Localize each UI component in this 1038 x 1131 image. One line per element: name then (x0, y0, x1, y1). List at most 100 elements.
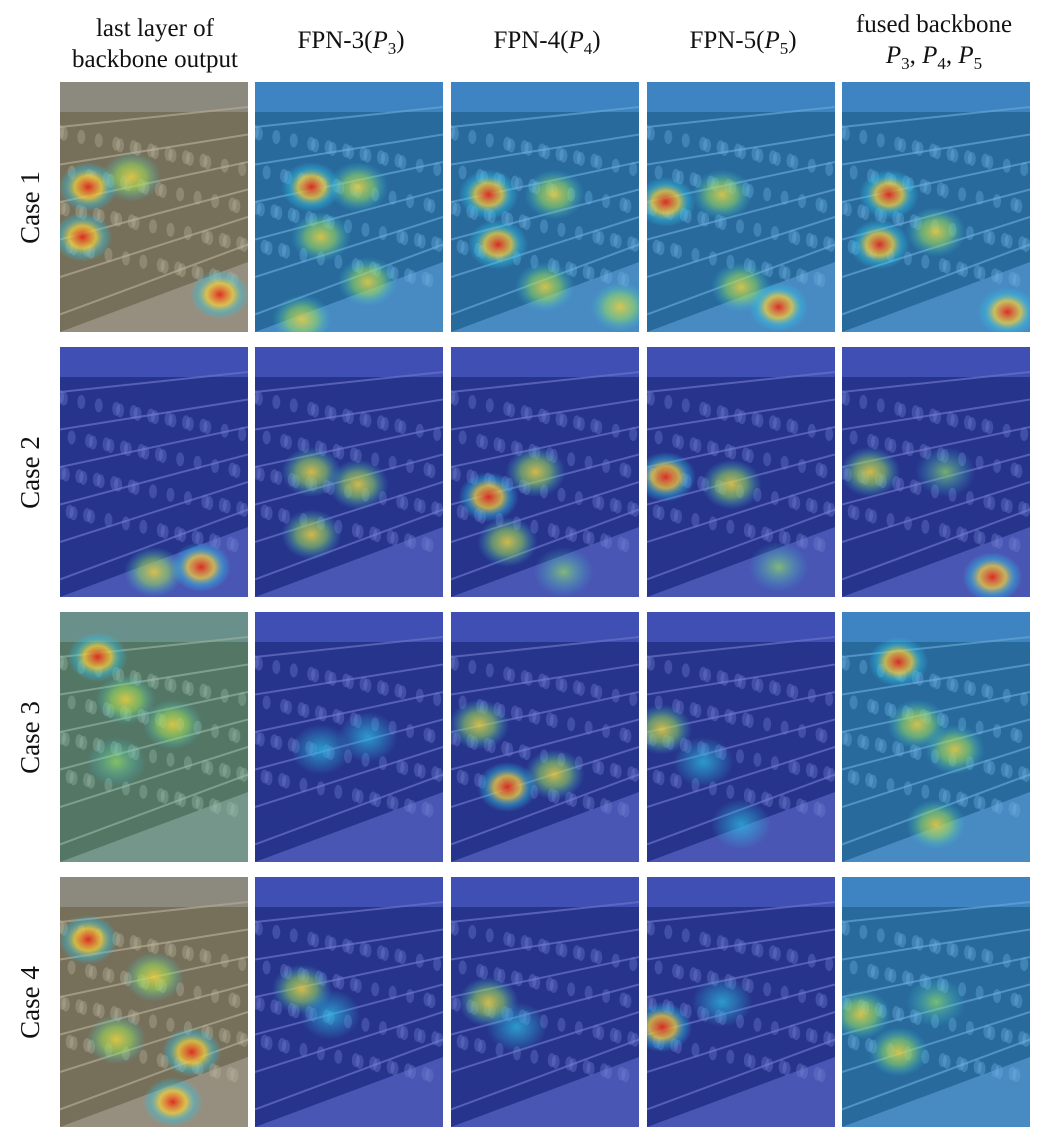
heatmap-svg (451, 877, 639, 1127)
heatmap-panel (60, 612, 248, 862)
fpn5-close: ) (788, 27, 796, 54)
fused-sub-c: 5 (974, 54, 983, 73)
heat-spot (711, 262, 771, 312)
fpn3-var: P (372, 27, 387, 54)
col-header-backbone-line2: backbone output (72, 44, 238, 75)
fused-var-a: P (886, 42, 901, 69)
heat-spot (451, 700, 509, 750)
fused-var-c: P (958, 42, 973, 69)
fpn3-prefix: FPN-3( (297, 27, 372, 54)
heat-spot (477, 517, 537, 567)
fpn3-close: ) (396, 27, 404, 54)
heat-spot (692, 170, 752, 220)
col-header-fpn3: FPN-3(P3) (253, 6, 449, 82)
col-header-fpn5-text: FPN-5(P5) (689, 25, 796, 64)
col-header-fpn5: FPN-5(P5) (645, 6, 841, 82)
heat-spot (60, 915, 118, 965)
heatmap-panel (647, 612, 835, 862)
fpn5-sub: 5 (780, 39, 789, 58)
heatmap-svg (842, 612, 1030, 862)
heatmap-panel (647, 347, 835, 597)
heat-spot (124, 952, 184, 1002)
heat-spot (506, 447, 566, 497)
heat-spot (524, 750, 584, 800)
heat-spot (291, 212, 351, 262)
col-header-fpn3-text: FPN-3(P3) (297, 25, 404, 64)
heat-spot (143, 1077, 203, 1127)
fused-sub-b: 4 (937, 54, 946, 73)
heatmap-panel (255, 612, 443, 862)
heatmap-panel (60, 347, 248, 597)
fused-sub-a: 3 (901, 54, 910, 73)
col-header-fpn4: FPN-4(P4) (449, 6, 645, 82)
col-header-fused: fused backbone P3, P4, P5 (830, 6, 1038, 82)
row-label-case2: Case 2 (4, 347, 56, 597)
heat-spot (711, 800, 771, 850)
heat-spot (859, 170, 919, 220)
heatmap-svg (842, 82, 1030, 332)
heat-spot (101, 152, 161, 202)
heat-spot (906, 977, 966, 1027)
heat-spot (915, 447, 975, 497)
heatmap-panel (60, 82, 248, 332)
col-header-fpn4-text: FPN-4(P4) (493, 25, 600, 64)
fused-var-b: P (922, 42, 937, 69)
heat-spot (190, 270, 248, 320)
heat-spot (338, 257, 398, 307)
fpn5-var: P (764, 27, 779, 54)
row-label-case1: Case 1 (4, 82, 56, 332)
col-header-fused-line2: P3, P4, P5 (886, 40, 982, 79)
heat-spot (300, 990, 360, 1040)
heat-spot (328, 162, 388, 212)
heatmap-svg (255, 612, 443, 862)
heat-spot (868, 1027, 928, 1077)
heatmap-panel (647, 877, 835, 1127)
heatmap-panel (647, 82, 835, 332)
heatmap-panel (451, 347, 639, 597)
fpn4-var: P (568, 27, 583, 54)
heatmap-svg (60, 612, 248, 862)
row-label-case4-text: Case 4 (15, 966, 46, 1039)
heatmap-svg (451, 612, 639, 862)
heat-spot (673, 737, 733, 787)
heatmap-svg (255, 82, 443, 332)
heatmap-panel (451, 877, 639, 1127)
row-label-case2-text: Case 2 (15, 436, 46, 509)
heat-spot (86, 1015, 146, 1065)
heat-spot (702, 460, 762, 510)
heat-spot (925, 725, 985, 775)
col-header-fused-line1: fused backbone (856, 9, 1012, 40)
heat-spot (487, 1002, 547, 1052)
heat-spot (124, 547, 184, 597)
heat-spot (68, 632, 128, 682)
heatmap-svg (60, 82, 248, 332)
fpn3-sub: 3 (388, 39, 397, 58)
heat-spot (906, 800, 966, 850)
heatmap-svg (255, 877, 443, 1127)
heat-spot (338, 712, 398, 762)
heat-spot (842, 447, 900, 497)
heat-spot (328, 460, 388, 510)
heat-spot (515, 262, 575, 312)
heat-spot (534, 547, 594, 597)
heatmap-panel (842, 877, 1030, 1127)
row-label-case3: Case 3 (4, 612, 56, 862)
heatmap-panel (842, 612, 1030, 862)
heatmap-svg (451, 82, 639, 332)
heat-spot (868, 637, 928, 687)
heatmap-panel (60, 877, 248, 1127)
heat-spot (692, 977, 752, 1027)
heat-spot (281, 510, 341, 560)
row-label-case4: Case 4 (4, 877, 56, 1127)
heatmap-svg (60, 347, 248, 597)
row-label-case3-text: Case 3 (15, 701, 46, 774)
col-header-backbone-line1: last layer of (96, 13, 214, 44)
heatmap-panel (255, 877, 443, 1127)
heatmap-svg (647, 877, 835, 1127)
heatmap-panel (842, 82, 1030, 332)
heatmap-panel (255, 347, 443, 597)
heat-spot (749, 542, 809, 592)
heat-spot (86, 737, 146, 787)
col-header-backbone: last layer of backbone output (57, 6, 253, 82)
heatmap-svg (647, 82, 835, 332)
